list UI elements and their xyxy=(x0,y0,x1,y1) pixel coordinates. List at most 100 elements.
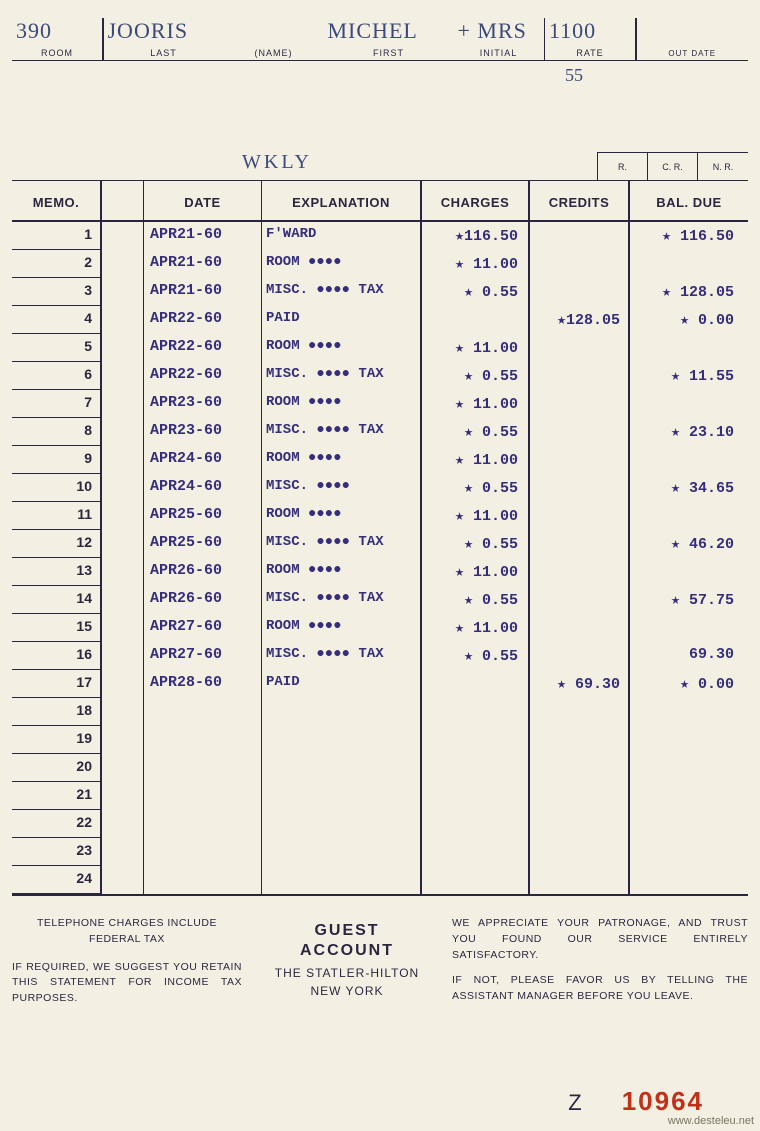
row-explanation: ROOM ●●●● xyxy=(262,334,422,362)
row-credits xyxy=(530,222,630,250)
row-credits xyxy=(530,474,630,502)
col-charges: CHARGES xyxy=(422,181,530,220)
row-date: APR24-60 xyxy=(144,446,262,474)
rate-value: 1100 xyxy=(545,18,635,46)
row-balance: ★ 23.10 xyxy=(630,418,748,446)
row-number: 10 xyxy=(12,474,102,502)
first-label: FIRST xyxy=(324,46,454,58)
wkly-note: WKLY xyxy=(242,151,312,174)
row-number: 8 xyxy=(12,418,102,446)
row-number: 22 xyxy=(12,810,102,838)
row-date xyxy=(144,866,262,894)
row-credits xyxy=(530,614,630,642)
row-date xyxy=(144,698,262,726)
row-credits xyxy=(530,698,630,726)
ledger-row: 13APR26-60ROOM ●●●●★ 11.00 xyxy=(12,558,748,586)
outdate-label: OUT DATE xyxy=(637,47,749,58)
row-balance xyxy=(630,614,748,642)
row-charges: ★ 0.55 xyxy=(422,474,530,502)
row-date xyxy=(144,838,262,866)
row-charges: ★ 11.00 xyxy=(422,334,530,362)
footer-left-1: TELEPHONE CHARGES INCLUDE FEDERAL TAX xyxy=(12,916,242,948)
row-number: 3 xyxy=(12,278,102,306)
ledger-row: 11APR25-60ROOM ●●●●★ 11.00 xyxy=(12,502,748,530)
row-number: 18 xyxy=(12,698,102,726)
row-charges: ★ 11.00 xyxy=(422,502,530,530)
row-charges: ★116.50 xyxy=(422,222,530,250)
ledger-header: MEMO. DATE EXPLANATION CHARGES CREDITS B… xyxy=(12,181,748,222)
row-charges xyxy=(422,306,530,334)
footer-right-2: IF NOT, PLEASE FAVOR US BY TELLING THE A… xyxy=(452,973,748,1005)
row-explanation: MISC. ●●●● TAX xyxy=(262,586,422,614)
row-credits xyxy=(530,530,630,558)
row-balance xyxy=(630,866,748,894)
last-label: LAST xyxy=(104,46,224,58)
row-explanation xyxy=(262,698,422,726)
row-charges xyxy=(422,866,530,894)
row-credits xyxy=(530,726,630,754)
row-balance xyxy=(630,838,748,866)
row-number: 17 xyxy=(12,670,102,698)
row-date: APR26-60 xyxy=(144,586,262,614)
ledger-row: 15APR27-60ROOM ●●●●★ 11.00 xyxy=(12,614,748,642)
rate-sub-value: 55 xyxy=(565,65,583,86)
ledger-row: 7APR23-60ROOM ●●●●★ 11.00 xyxy=(12,390,748,418)
row-charges: ★ 11.00 xyxy=(422,614,530,642)
row-number: 11 xyxy=(12,502,102,530)
row-credits xyxy=(530,558,630,586)
row-explanation xyxy=(262,866,422,894)
row-credits xyxy=(530,810,630,838)
ledger-row: 1APR21-60F'WARD★116.50★ 116.50 xyxy=(12,222,748,250)
row-charges: ★ 11.00 xyxy=(422,558,530,586)
row-date: APR24-60 xyxy=(144,474,262,502)
ledger-row: 4APR22-60PAID★128.05★ 0.00 xyxy=(12,306,748,334)
ledger-row: 5APR22-60ROOM ●●●●★ 11.00 xyxy=(12,334,748,362)
rcrnr-r: R. xyxy=(598,153,648,180)
row-charges: ★ 0.55 xyxy=(422,642,530,670)
row-balance: ★ 46.20 xyxy=(630,530,748,558)
row-number: 9 xyxy=(12,446,102,474)
row-balance: ★ 57.75 xyxy=(630,586,748,614)
row-date: APR22-60 xyxy=(144,362,262,390)
rcrnr-cr: C. R. xyxy=(648,153,698,180)
col-memo: MEMO. xyxy=(12,181,102,220)
row-number: 4 xyxy=(12,306,102,334)
row-credits xyxy=(530,390,630,418)
row-date xyxy=(144,782,262,810)
row-charges xyxy=(422,754,530,782)
col-explanation: EXPLANATION xyxy=(262,181,422,220)
footer-right-1: WE APPRECIATE YOUR PATRONAGE, AND TRUST … xyxy=(452,916,748,963)
ledger-row: 6APR22-60MISC. ●●●● TAX★ 0.55★ 11.55 xyxy=(12,362,748,390)
row-date: APR21-60 xyxy=(144,250,262,278)
row-charges: ★ 0.55 xyxy=(422,418,530,446)
first-value: MICHEL xyxy=(324,18,454,46)
row-explanation xyxy=(262,810,422,838)
initial-label: INITIAL xyxy=(454,46,544,58)
row-number: 16 xyxy=(12,642,102,670)
row-charges: ★ 0.55 xyxy=(422,362,530,390)
row-date: APR26-60 xyxy=(144,558,262,586)
row-credits xyxy=(530,278,630,306)
row-balance: ★ 34.65 xyxy=(630,474,748,502)
row-explanation: ROOM ●●●● xyxy=(262,614,422,642)
row-credits xyxy=(530,334,630,362)
row-charges xyxy=(422,670,530,698)
row-balance xyxy=(630,558,748,586)
row-explanation: ROOM ●●●● xyxy=(262,558,422,586)
row-credits xyxy=(530,502,630,530)
watermark: www.desteleu.net xyxy=(668,1115,754,1127)
col-credits: CREDITS xyxy=(530,181,630,220)
footer-right: WE APPRECIATE YOUR PATRONAGE, AND TRUST … xyxy=(452,916,748,1007)
hotel-city: NEW YORK xyxy=(242,984,452,998)
ledger-row: 2APR21-60ROOM ●●●●★ 11.00 xyxy=(12,250,748,278)
row-charges xyxy=(422,782,530,810)
header-second-row: 55 WKLY R. C. R. N. R. xyxy=(12,61,748,181)
footer: TELEPHONE CHARGES INCLUDE FEDERAL TAX IF… xyxy=(12,916,748,1007)
row-date: APR23-60 xyxy=(144,390,262,418)
row-date xyxy=(144,726,262,754)
row-date: APR25-60 xyxy=(144,502,262,530)
room-label: ROOM xyxy=(12,46,102,58)
row-balance xyxy=(630,390,748,418)
guest-account-statement: 390 ROOM JOORIS LAST . (NAME) MICHEL FIR… xyxy=(0,0,760,1131)
row-number: 5 xyxy=(12,334,102,362)
